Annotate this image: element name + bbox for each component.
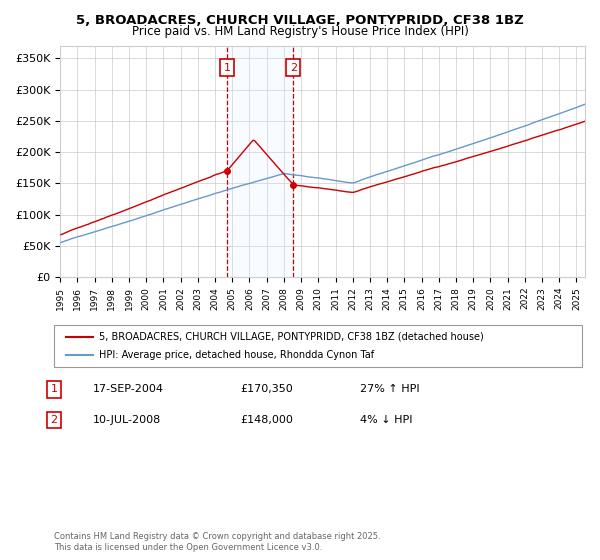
- Text: 17-SEP-2004: 17-SEP-2004: [93, 384, 164, 394]
- Text: 10-JUL-2008: 10-JUL-2008: [93, 415, 161, 425]
- Text: Price paid vs. HM Land Registry's House Price Index (HPI): Price paid vs. HM Land Registry's House …: [131, 25, 469, 38]
- Text: 27% ↑ HPI: 27% ↑ HPI: [360, 384, 419, 394]
- Text: 4% ↓ HPI: 4% ↓ HPI: [360, 415, 413, 425]
- Text: 1: 1: [50, 384, 58, 394]
- Text: 2: 2: [50, 415, 58, 425]
- Text: £148,000: £148,000: [240, 415, 293, 425]
- Text: HPI: Average price, detached house, Rhondda Cynon Taf: HPI: Average price, detached house, Rhon…: [99, 350, 374, 360]
- Text: Contains HM Land Registry data © Crown copyright and database right 2025.
This d: Contains HM Land Registry data © Crown c…: [54, 532, 380, 552]
- Text: 1: 1: [224, 63, 231, 73]
- Text: 2: 2: [290, 63, 297, 73]
- Text: £170,350: £170,350: [240, 384, 293, 394]
- Text: 5, BROADACRES, CHURCH VILLAGE, PONTYPRIDD, CF38 1BZ: 5, BROADACRES, CHURCH VILLAGE, PONTYPRID…: [76, 14, 524, 27]
- Bar: [227, 46, 293, 277]
- Text: 5, BROADACRES, CHURCH VILLAGE, PONTYPRIDD, CF38 1BZ (detached house): 5, BROADACRES, CHURCH VILLAGE, PONTYPRID…: [99, 332, 484, 342]
